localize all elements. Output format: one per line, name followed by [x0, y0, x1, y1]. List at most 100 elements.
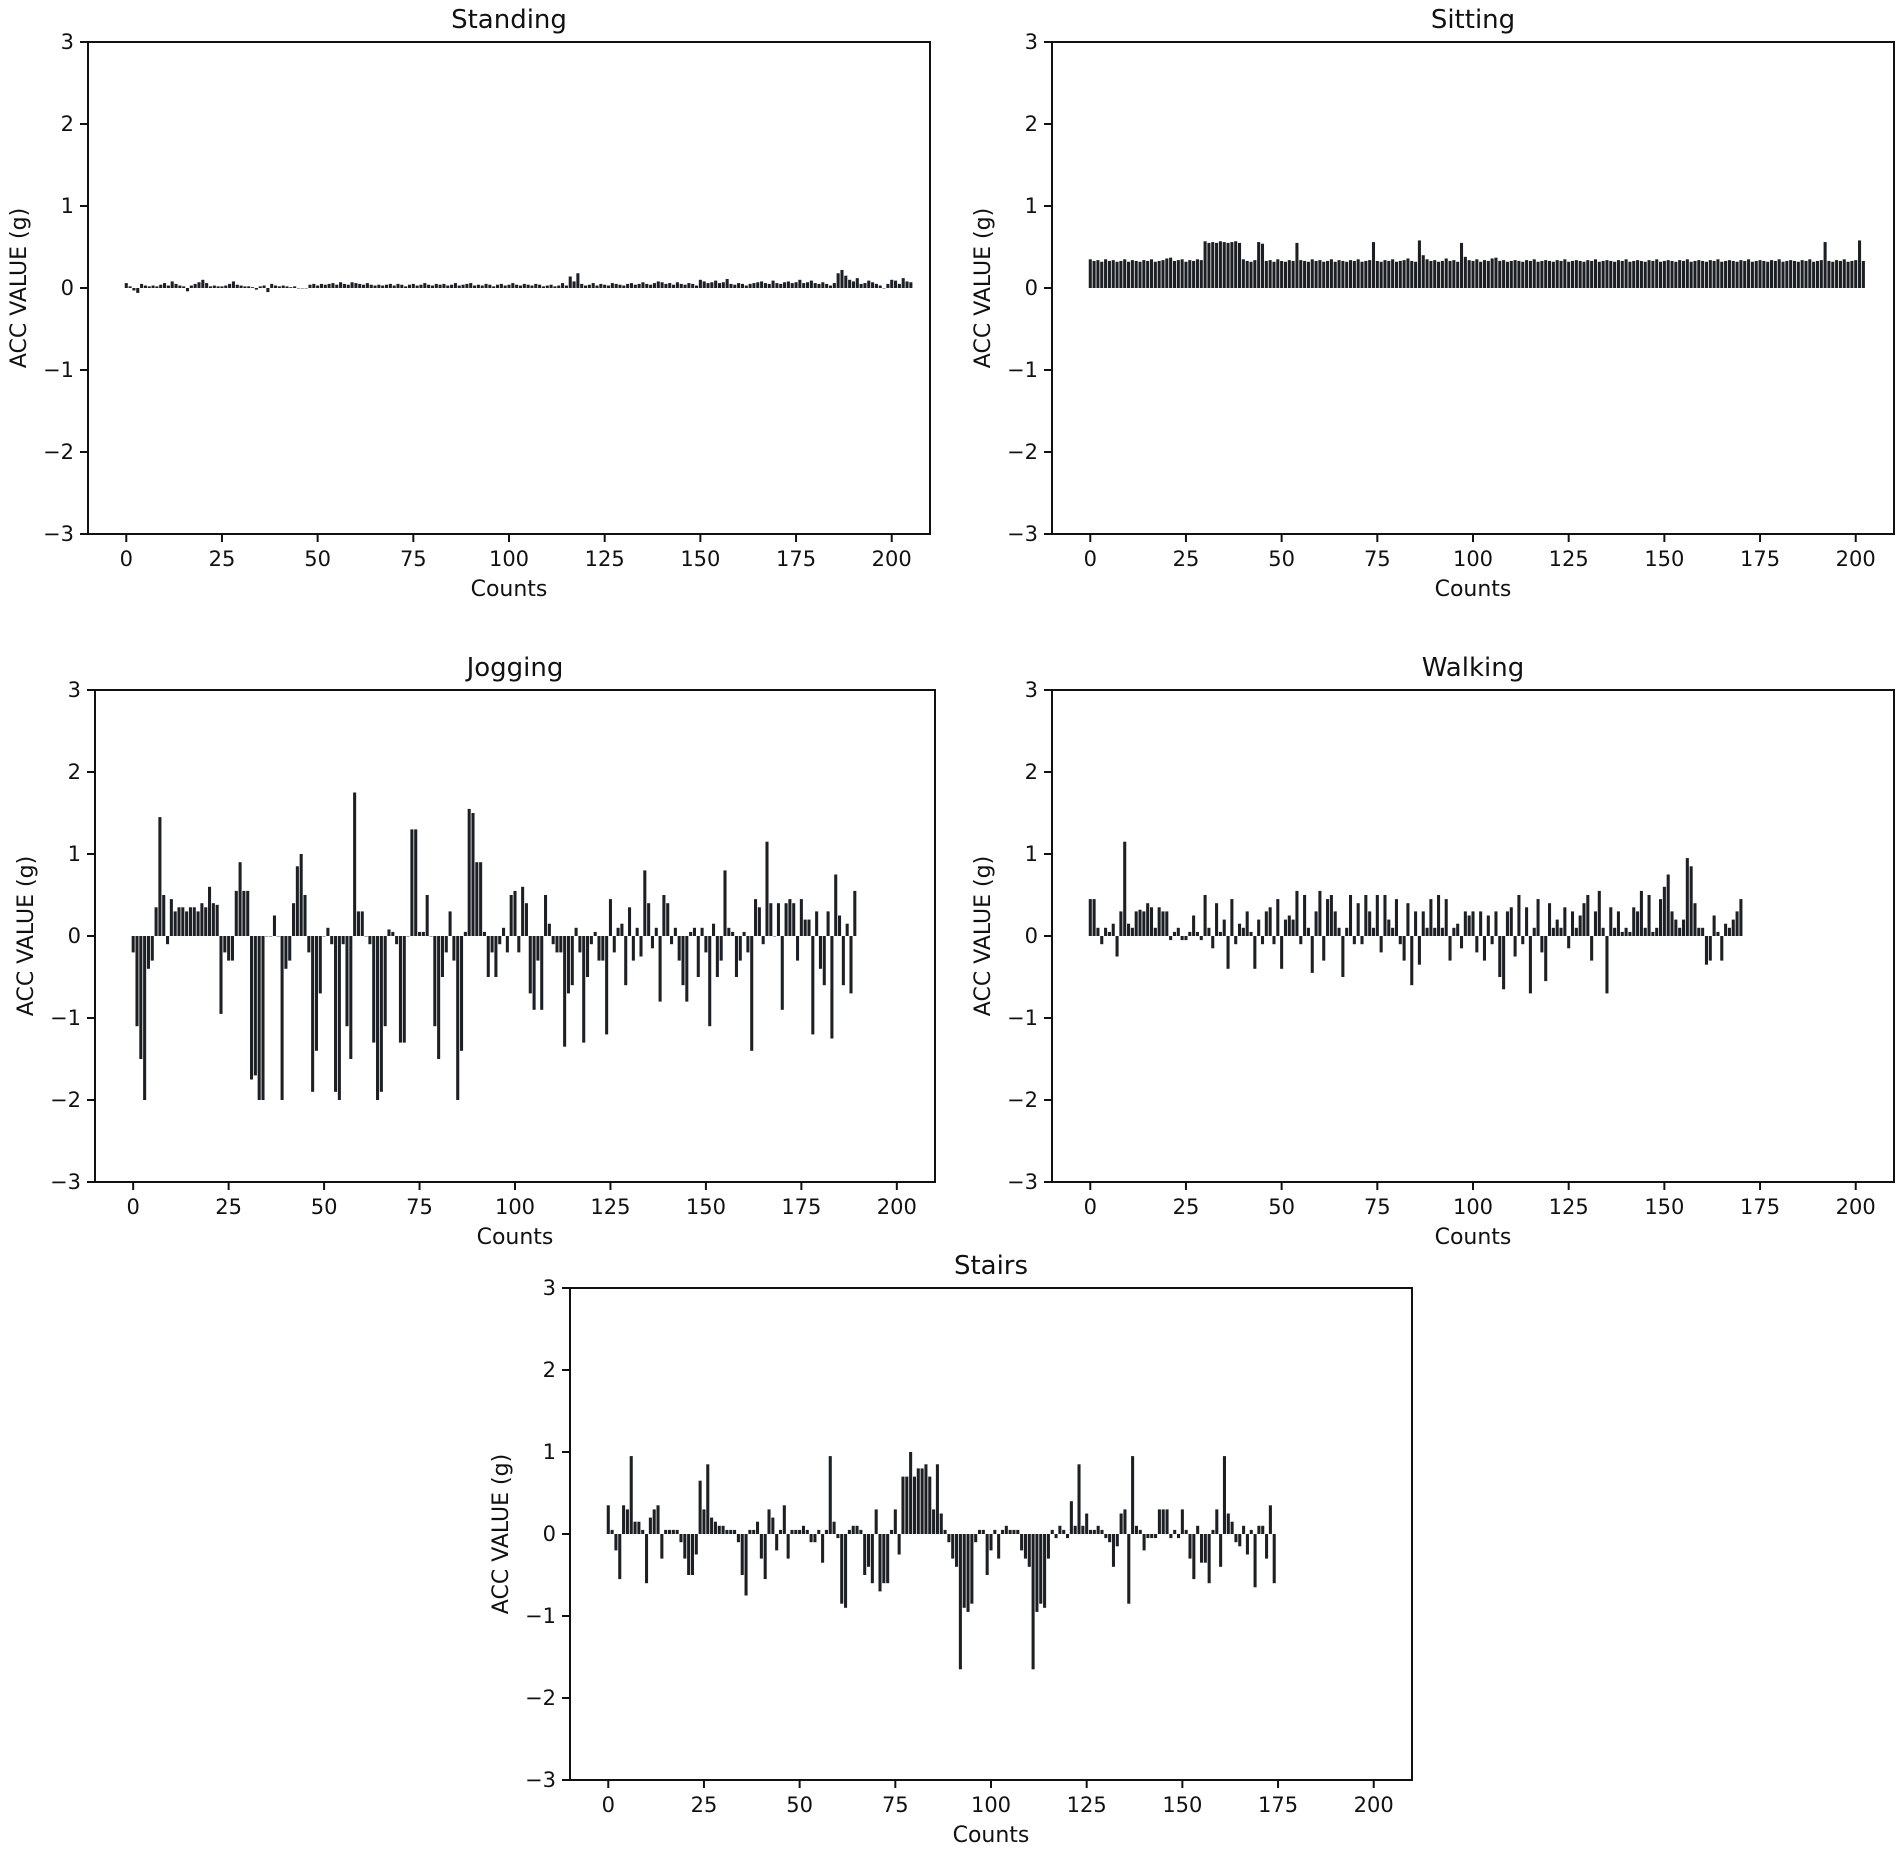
bar: [796, 936, 800, 961]
bar: [1371, 242, 1376, 288]
bar: [1383, 895, 1387, 936]
bar: [1211, 936, 1215, 949]
bar: [1659, 261, 1663, 288]
bar: [1050, 1529, 1054, 1534]
bar: [262, 285, 266, 288]
bar: [966, 1534, 970, 1612]
bar: [1482, 936, 1487, 961]
bar: [698, 1480, 702, 1534]
bar: [1528, 936, 1532, 994]
bar: [1081, 1525, 1085, 1534]
bar: [939, 1513, 943, 1534]
bar: [729, 283, 733, 288]
bar: [664, 1529, 668, 1534]
bar: [1643, 927, 1647, 936]
bar: [1149, 259, 1154, 288]
bar: [1593, 911, 1598, 936]
bar: [334, 936, 338, 1092]
bar: [738, 936, 742, 961]
bar: [387, 929, 391, 936]
bar: [792, 903, 796, 936]
bar: [719, 936, 723, 961]
bar: [208, 886, 212, 936]
bar: [288, 936, 292, 961]
x-tick-label: 150: [1162, 1793, 1202, 1817]
bar: [1616, 911, 1620, 936]
bar: [1172, 260, 1177, 288]
bar: [1192, 915, 1196, 936]
bar: [257, 936, 261, 1100]
bar: [836, 273, 840, 288]
bar: [1548, 903, 1552, 936]
bar: [1750, 261, 1754, 288]
bar: [146, 936, 150, 969]
bar: [780, 936, 784, 1010]
bar: [1551, 927, 1555, 936]
bar: [1494, 257, 1498, 288]
bar: [1119, 911, 1123, 936]
bar: [1215, 1509, 1219, 1534]
bar: [1230, 1521, 1234, 1534]
bar: [1134, 260, 1138, 288]
chart-title: Stairs: [954, 1251, 1028, 1281]
bar: [1218, 241, 1222, 288]
bar: [838, 915, 842, 936]
bar: [886, 1534, 890, 1584]
bar: [1127, 261, 1131, 288]
bar: [486, 936, 490, 977]
bar: [430, 285, 434, 288]
chart-1: Standing −3 −2 −1 0 1 2 3 0 25 50 75 100 125 150 175 200…: [7, 5, 931, 602]
bar: [606, 1505, 610, 1534]
bar: [1796, 261, 1800, 288]
bar: [1490, 258, 1494, 288]
bar: [1146, 1534, 1150, 1539]
bar: [1655, 927, 1659, 936]
bar: [1391, 259, 1395, 288]
bar: [721, 1525, 725, 1534]
bar: [790, 1529, 794, 1534]
bar: [465, 283, 469, 288]
bar: [1739, 899, 1743, 936]
bar: [1196, 1525, 1200, 1534]
bar: [1062, 1529, 1066, 1534]
bar: [737, 283, 741, 288]
bar: [695, 285, 699, 288]
bar: [1574, 260, 1578, 288]
y-tick-label: −3: [43, 522, 74, 546]
bar: [499, 283, 503, 288]
bar: [185, 911, 189, 936]
bar: [349, 936, 353, 1059]
bar: [593, 931, 597, 936]
bar: [807, 919, 811, 936]
bar: [580, 283, 584, 288]
bar: [544, 895, 548, 936]
bar: [1838, 260, 1842, 288]
bar: [521, 886, 525, 936]
bar: [1368, 911, 1372, 936]
bar: [1238, 923, 1242, 936]
bar: [786, 281, 790, 288]
bar: [457, 285, 461, 288]
bar: [1479, 911, 1483, 936]
bar: [1724, 923, 1728, 936]
bar: [813, 1534, 817, 1543]
bar: [1161, 911, 1165, 936]
bar: [1234, 936, 1238, 945]
y-tick-label: 1: [543, 1440, 556, 1464]
bar: [1769, 260, 1774, 288]
bar: [1177, 1534, 1181, 1539]
bar: [1020, 1534, 1024, 1551]
bar: [1398, 260, 1402, 288]
bar: [480, 285, 484, 288]
bar: [438, 284, 442, 288]
x-tick-label: 50: [1268, 1195, 1295, 1219]
bar: [1383, 260, 1387, 288]
bar: [767, 1509, 771, 1534]
bar: [1127, 923, 1131, 936]
bar: [566, 936, 570, 994]
bar: [1525, 260, 1529, 288]
bar: [1846, 261, 1850, 288]
bar: [1180, 259, 1184, 288]
bar: [698, 279, 702, 288]
bar: [909, 1452, 913, 1534]
